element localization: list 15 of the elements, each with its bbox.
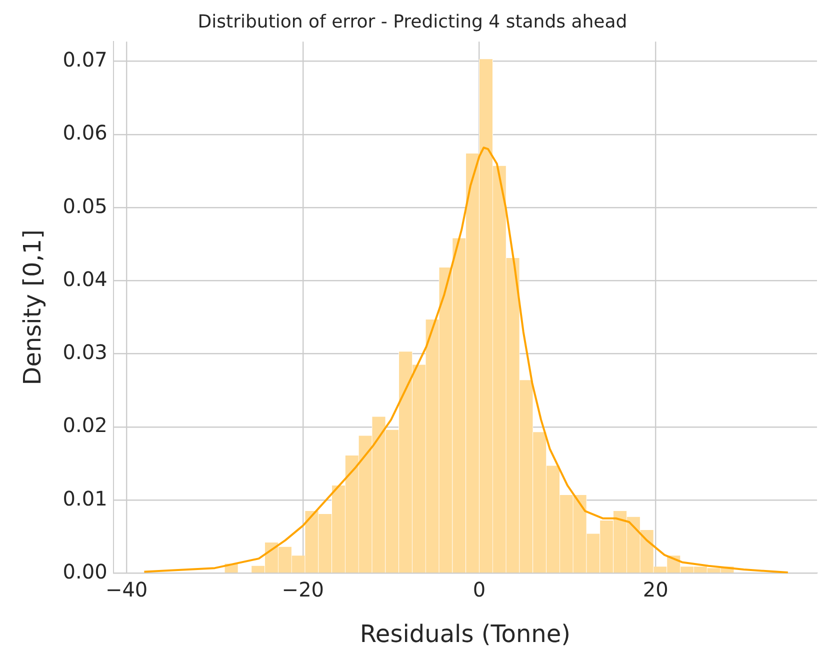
y-tick-label: 0.04 [62,266,108,291]
x-tick-label: −40 [105,577,148,602]
x-tick-label: 20 [642,577,668,602]
y-tick-label: 0.00 [62,559,108,584]
y-axis-title: Density [0,1] [18,230,47,386]
chart-title: Distribution of error - Predicting 4 stands ahead [198,11,628,32]
y-tick-label: 0.05 [62,194,108,218]
y-tick-label: 0.03 [62,340,108,364]
y-tick-label: 0.06 [62,120,108,145]
x-tick-label: 0 [472,577,486,602]
y-tick-label: 0.02 [62,413,108,438]
y-tick-label: 0.01 [62,486,108,510]
x-axis-title: Residuals (Tonne) [360,620,570,648]
y-tick-label: 0.07 [62,48,108,72]
x-tick-label: −20 [282,577,324,602]
